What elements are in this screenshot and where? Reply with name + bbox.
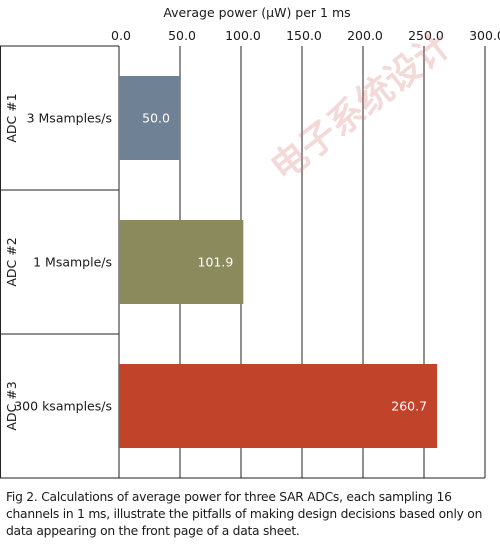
group-label: ADC #3 bbox=[4, 381, 19, 430]
figure-caption: Fig 2. Calculations of average power for… bbox=[6, 490, 483, 538]
chart-title: Average power (µW) per 1 ms bbox=[163, 5, 350, 20]
data-label: 260.7 bbox=[391, 399, 427, 414]
bar-adc-2 bbox=[119, 220, 244, 304]
bars bbox=[119, 76, 438, 448]
x-tick-label: 250.0 bbox=[408, 28, 444, 43]
x-tick-label: 0.0 bbox=[111, 28, 131, 43]
data-label: 101.9 bbox=[198, 255, 234, 270]
bar-chart: Average power (µW) per 1 ms 0.0 50.0 100.0… bbox=[0, 5, 500, 479]
x-tick-label: 100.0 bbox=[225, 28, 261, 43]
category-labels: 50.0 3 Msamples/s ADC #1 101.9 1 Msample/s AD… bbox=[4, 93, 427, 430]
category-label: 1 Msample/s bbox=[33, 255, 112, 270]
x-tick-label: 200.0 bbox=[347, 28, 383, 43]
x-axis-ticks: 0.0 50.0 100.0 150.0 200.0 250.0 300.0 bbox=[111, 28, 500, 43]
group-label: ADC #1 bbox=[4, 93, 19, 142]
bar-adc-1 bbox=[119, 76, 180, 160]
data-label: 50.0 bbox=[142, 111, 170, 126]
x-tick-label: 300.0 bbox=[469, 28, 500, 43]
category-label: 3 Msamples/s bbox=[27, 111, 112, 126]
x-tick-label: 150.0 bbox=[286, 28, 322, 43]
bar-adc-3 bbox=[119, 364, 438, 448]
plot-frame bbox=[0, 45, 485, 479]
x-tick-label: 50.0 bbox=[168, 28, 196, 43]
group-label: ADC #2 bbox=[4, 237, 19, 286]
category-label: 300 ksamples/s bbox=[14, 399, 112, 414]
